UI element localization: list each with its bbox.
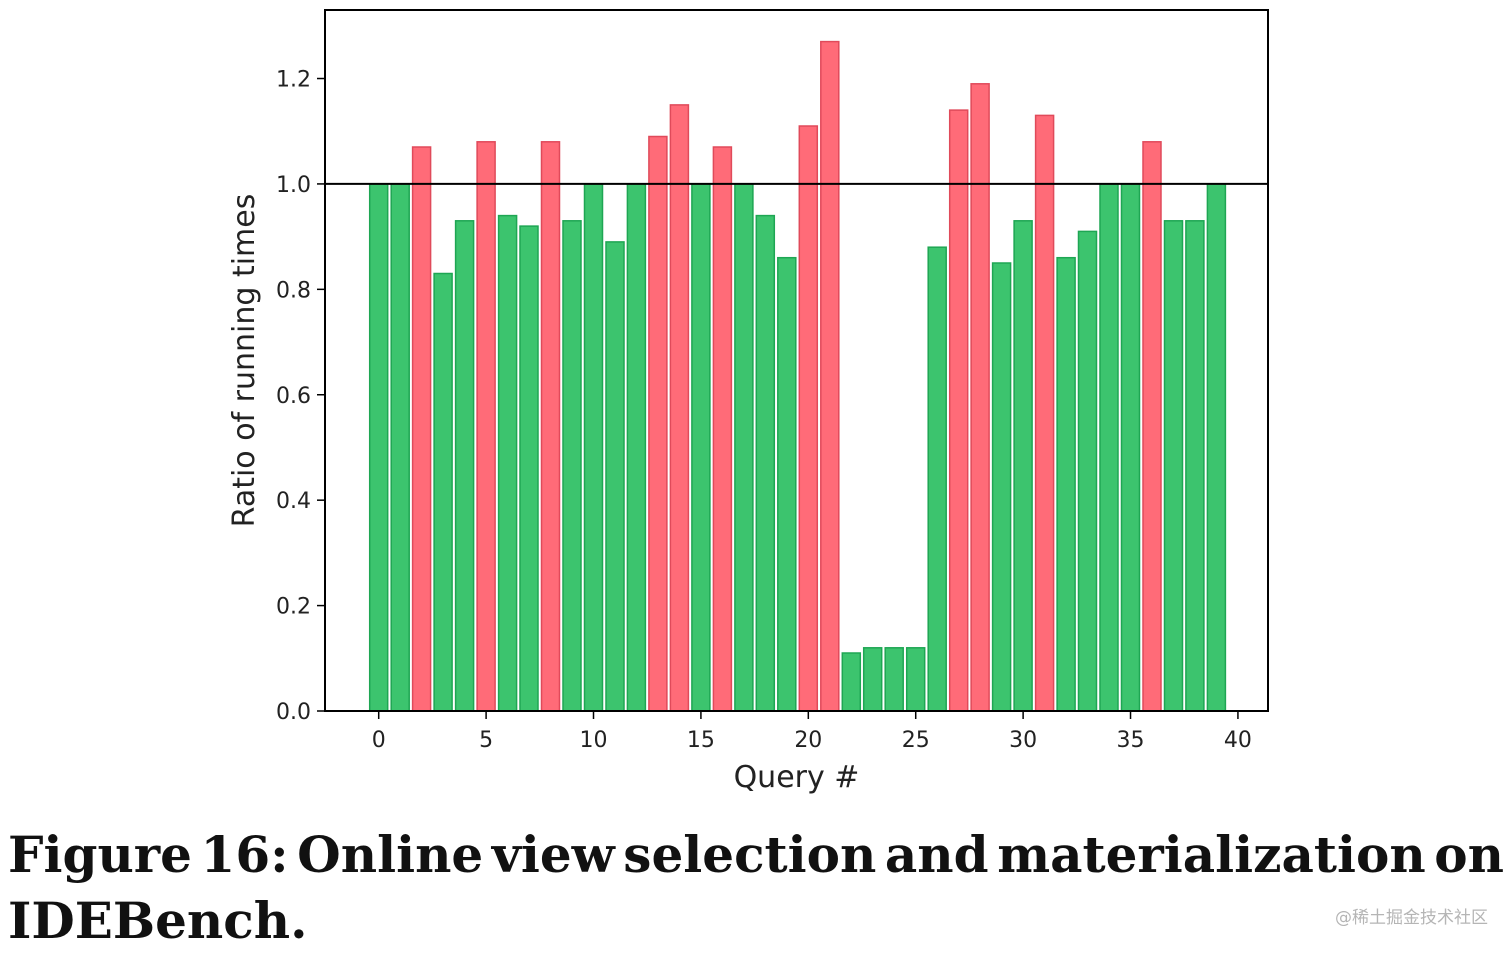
bar-query-4 [454, 220, 475, 712]
bar-query-28 [970, 83, 990, 712]
x-tick-label: 20 [794, 728, 822, 753]
x-axis-label: Query # [734, 760, 860, 795]
bar-query-23 [862, 647, 883, 712]
bar-query-8 [540, 141, 561, 712]
bar-query-31 [1034, 114, 1055, 712]
bar-query-18 [755, 214, 776, 712]
bar-query-35 [1120, 183, 1141, 712]
bar-query-9 [562, 220, 582, 712]
y-tick-label: 0.4 [276, 489, 311, 514]
caption-word: selection [623, 825, 877, 884]
x-tick-label: 25 [902, 728, 930, 753]
bar-query-15 [691, 183, 711, 712]
bars-group [368, 40, 1227, 712]
bar-query-33 [1077, 230, 1098, 712]
bar-query-13 [648, 135, 668, 712]
watermark: @稀土掘金技术社区 [1335, 908, 1488, 928]
bar-query-34 [1099, 183, 1119, 712]
bar-query-29 [991, 262, 1012, 712]
bar-query-20 [798, 125, 819, 712]
x-tick-label: 10 [580, 728, 608, 753]
bar-query-16 [712, 146, 733, 712]
caption-word: 16: [200, 825, 289, 884]
bar-query-27 [948, 109, 969, 712]
bar-query-14 [669, 104, 690, 712]
bar-chart: 0 5 10 15 20 25 30 35 40 0.0 0.2 0.4 0.6 0.8 1.0 1.2 Q… [227, 9, 1269, 795]
caption-line-2: IDEBench. [8, 891, 308, 950]
bar-query-37 [1163, 220, 1184, 712]
caption-word: Figure [8, 825, 192, 884]
bar-query-0 [368, 183, 389, 712]
caption-word: on [1434, 825, 1504, 884]
caption-word: view [491, 825, 615, 884]
y-tick-label: 0.2 [276, 595, 311, 620]
y-tick-label: 1.2 [276, 68, 311, 93]
y-tick-label: 0.6 [276, 384, 311, 409]
bar-query-19 [777, 256, 797, 712]
bar-query-5 [476, 141, 496, 712]
plot-frame [324, 9, 1269, 712]
bar-query-12 [626, 183, 647, 712]
bar-query-26 [927, 246, 947, 712]
caption-word: materialization [997, 825, 1426, 884]
x-tick-label: 5 [479, 728, 493, 753]
bar-query-22 [841, 652, 862, 712]
bar-query-7 [519, 225, 539, 712]
bar-query-1 [390, 183, 410, 712]
bar-query-38 [1185, 220, 1205, 712]
bar-query-39 [1206, 183, 1227, 712]
bar-query-10 [583, 183, 604, 712]
x-tick-label: 0 [372, 728, 386, 753]
figure-caption: Figure 16: Online view selection and materiali… [8, 822, 1504, 954]
bar-query-6 [497, 214, 518, 712]
x-tick-label: 40 [1224, 728, 1252, 753]
x-tick-label: 35 [1117, 728, 1145, 753]
bar-query-17 [734, 183, 754, 712]
bar-query-21 [820, 40, 840, 712]
y-tick-label: 1.0 [276, 173, 311, 198]
bar-query-11 [605, 241, 625, 712]
y-tick-label: 0.8 [276, 278, 311, 303]
bar-query-25 [905, 647, 926, 712]
caption-word: and [884, 825, 989, 884]
y-axis-label: Ratio of running times [227, 194, 262, 528]
bar-query-2 [411, 146, 432, 712]
caption-word: Online [297, 825, 484, 884]
y-axis-ticks: 0.0 0.2 0.4 0.6 0.8 1.0 1.2 [276, 68, 325, 725]
x-axis-ticks: 0 5 10 15 20 25 30 35 40 [372, 711, 1252, 753]
y-tick-label: 0.0 [276, 700, 311, 725]
bar-query-36 [1142, 141, 1162, 712]
caption-line-1: Figure 16: Online view selection and materiali… [8, 822, 1504, 888]
bar-query-24 [884, 647, 904, 712]
bar-query-30 [1013, 220, 1033, 712]
x-tick-label: 30 [1009, 728, 1037, 753]
x-tick-label: 15 [687, 728, 715, 753]
bar-query-32 [1056, 256, 1076, 712]
bar-query-3 [433, 272, 453, 712]
